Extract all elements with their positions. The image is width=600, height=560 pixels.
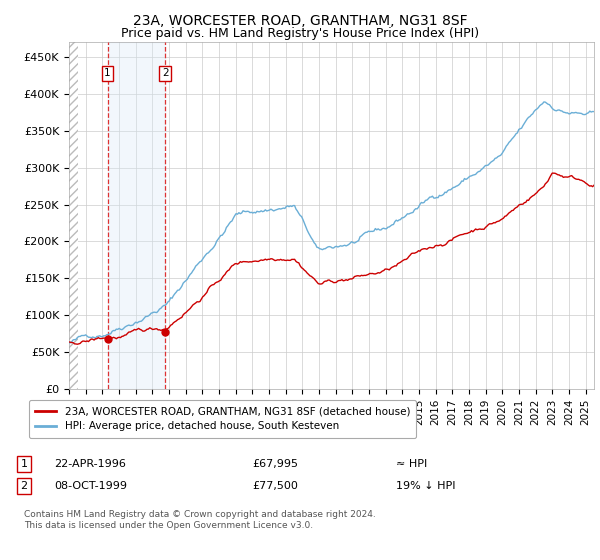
Text: £67,995: £67,995: [252, 459, 298, 469]
Text: Price paid vs. HM Land Registry's House Price Index (HPI): Price paid vs. HM Land Registry's House …: [121, 27, 479, 40]
Text: Contains HM Land Registry data © Crown copyright and database right 2024.: Contains HM Land Registry data © Crown c…: [24, 510, 376, 519]
Text: 1: 1: [104, 68, 111, 78]
Legend: 23A, WORCESTER ROAD, GRANTHAM, NG31 8SF (detached house), HPI: Average price, de: 23A, WORCESTER ROAD, GRANTHAM, NG31 8SF …: [29, 400, 416, 438]
Text: £77,500: £77,500: [252, 481, 298, 491]
Text: 23A, WORCESTER ROAD, GRANTHAM, NG31 8SF: 23A, WORCESTER ROAD, GRANTHAM, NG31 8SF: [133, 14, 467, 28]
Bar: [69, 42, 78, 389]
Text: 22-APR-1996: 22-APR-1996: [54, 459, 126, 469]
Text: 2: 2: [162, 68, 169, 78]
Text: 2: 2: [20, 481, 28, 491]
Text: 19% ↓ HPI: 19% ↓ HPI: [396, 481, 455, 491]
Bar: [107, 42, 165, 389]
Text: 08-OCT-1999: 08-OCT-1999: [54, 481, 127, 491]
Text: This data is licensed under the Open Government Licence v3.0.: This data is licensed under the Open Gov…: [24, 521, 313, 530]
Text: ≈ HPI: ≈ HPI: [396, 459, 427, 469]
Text: 1: 1: [20, 459, 28, 469]
